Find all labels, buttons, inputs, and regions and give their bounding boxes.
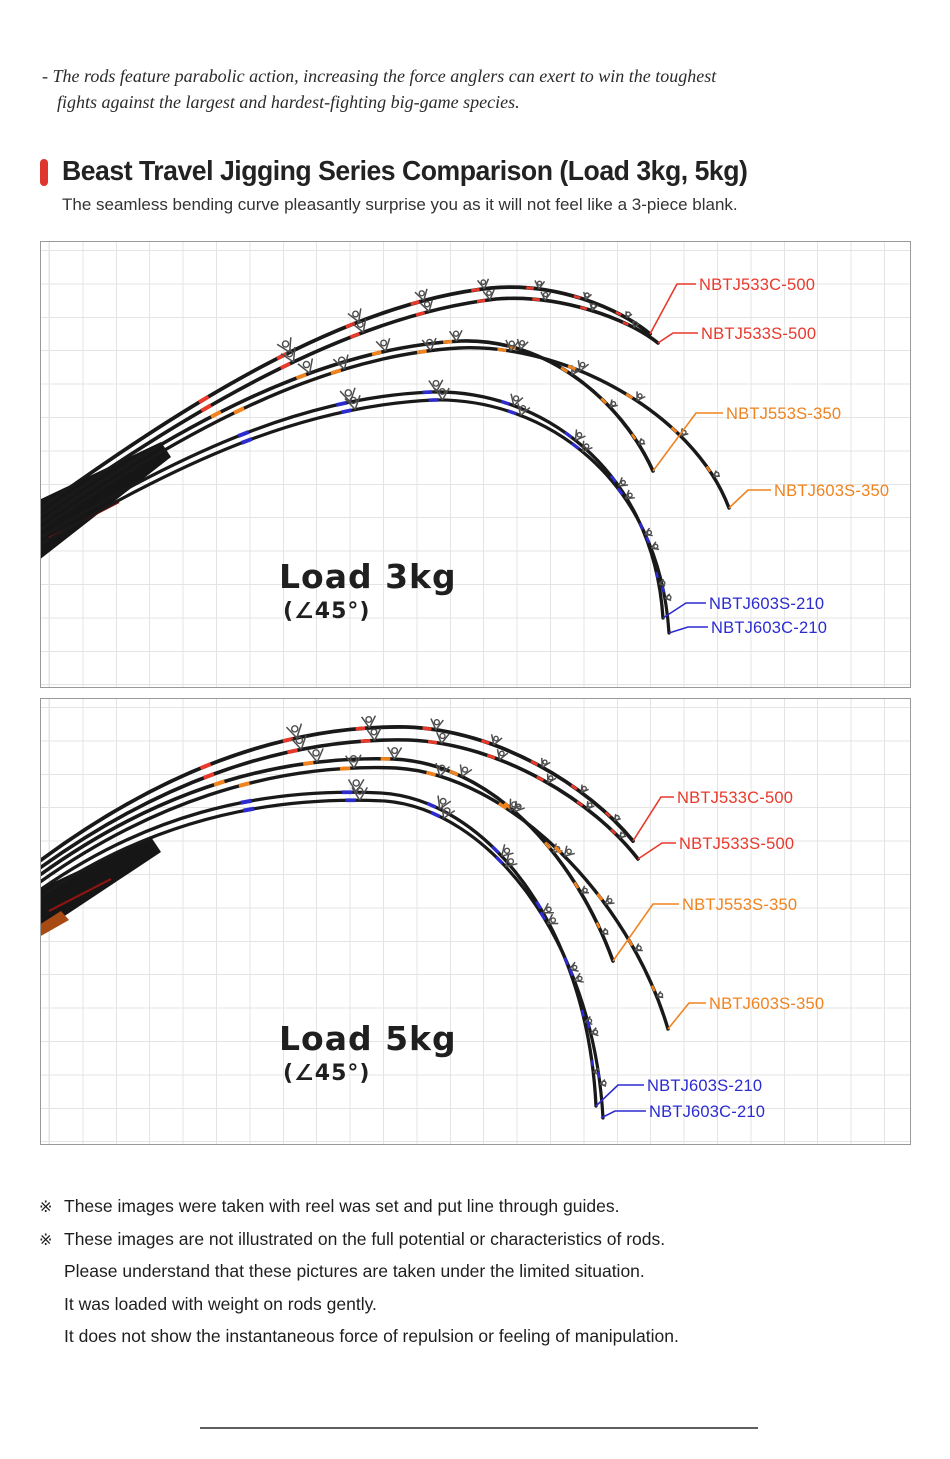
rod-curve-nbtj533c-500: [41, 285, 652, 511]
butt-red-trim: [48, 878, 112, 912]
rod-label-nbtj603c-210: NBTJ603C-210: [649, 1103, 766, 1121]
rod-label-nbtj553s-350: NBTJ553S-350: [682, 896, 798, 914]
leader-nbtj553s-350: [652, 412, 723, 472]
section-accent-bar: [40, 159, 48, 186]
comparison-panel-load-5kg: NBTJ533C-500 NBTJ533S-500 NBTJ553S-350 N…: [40, 698, 911, 1145]
leader-nbtj603c-210: [668, 626, 708, 634]
leader-nbtj533c-500: [649, 283, 696, 335]
rod-label-nbtj603s-350: NBTJ603S-350: [709, 995, 825, 1013]
leader-nbtj603s-350: [728, 489, 771, 509]
footnote-text: These images are not illustrated on the …: [64, 1228, 666, 1249]
intro-line-1: - The rods feature parabolic action, inc…: [42, 66, 717, 86]
footnote-row: It does not show the instantaneous force…: [39, 1326, 919, 1359]
rod-label-nbtj603s-210: NBTJ603S-210: [709, 595, 825, 613]
rod-label-nbtj533s-500: NBTJ533S-500: [679, 835, 795, 853]
footnote-text: It was loaded with weight on rods gently…: [64, 1293, 377, 1314]
intro-paragraph: - The rods feature parabolic action, inc…: [42, 63, 902, 115]
rod-label-nbtj533c-500: NBTJ533C-500: [699, 276, 816, 294]
footnote-row: ※ These images are not illustrated on th…: [39, 1229, 919, 1262]
rod-label-nbtj533c-500: NBTJ533C-500: [677, 789, 794, 807]
rod-label-nbtj533s-500: NBTJ533S-500: [701, 325, 817, 343]
butt-orange-grip: [41, 911, 69, 936]
leader-nbtj603c-210: [600, 1110, 646, 1119]
comparison-panel-load-3kg: NBTJ533C-500 NBTJ533S-500 NBTJ553S-350 N…: [40, 241, 911, 688]
leader-nbtj533s-500: [637, 842, 676, 860]
leader-nbtj603s-350: [667, 1002, 706, 1030]
reference-mark: ※: [39, 1199, 53, 1216]
section-subtitle: The seamless bending curve pleasantly su…: [62, 195, 738, 214]
leader-nbtj603s-210: [595, 1084, 644, 1107]
reference-mark: [39, 1261, 64, 1262]
rod-label-nbtj603s-210: NBTJ603S-210: [647, 1077, 763, 1095]
footnotes: ※ These images were taken with reel was …: [39, 1196, 919, 1359]
section-title: Beast Travel Jigging Series Comparison (…: [62, 155, 748, 186]
leader-nbtj603s-210: [662, 602, 706, 619]
load-caption-5kg: Load 5kg (∠45°): [279, 1019, 457, 1086]
rod-curve-nbtj553s-350: [41, 756, 615, 963]
leader-nbtj533c-500: [632, 796, 674, 842]
footnote-row: Please understand that these pictures ar…: [39, 1261, 919, 1294]
rod-curve-nbtj533s-500: [41, 738, 640, 870]
footnote-text: These images were taken with reel was se…: [64, 1196, 620, 1216]
reference-mark: [39, 1294, 64, 1295]
angle-text: (∠45°): [283, 1061, 371, 1086]
reference-mark: [39, 1326, 64, 1327]
rod-label-nbtj603c-210: NBTJ603C-210: [711, 619, 828, 637]
footnote-row: It was loaded with weight on rods gently…: [39, 1294, 919, 1327]
load-text: Load 5kg: [279, 1019, 457, 1058]
rod-curve-nbtj533s-500: [41, 296, 660, 518]
rod-label-nbtj553s-350: NBTJ553S-350: [726, 405, 842, 423]
footnote-text: It does not show the instantaneous force…: [64, 1326, 679, 1346]
reference-mark: ※: [39, 1231, 53, 1249]
leader-nbtj553s-350: [612, 903, 679, 962]
angle-text: (∠45°): [283, 599, 371, 624]
load-caption-3kg: Load 3kg (∠45°): [279, 557, 457, 624]
rod-curve-nbtj533c-500: [41, 725, 635, 863]
rod-curve-nbtj603s-350: [41, 765, 670, 1031]
rod-label-nbtj603s-350: NBTJ603S-350: [774, 482, 890, 500]
rod-curve-nbtj603s-350: [41, 346, 731, 532]
leader-nbtj533s-500: [657, 332, 698, 344]
footnote-text: Please understand that these pictures ar…: [64, 1261, 645, 1281]
intro-line-2: fights against the largest and hardest-f…: [57, 92, 520, 112]
rod-bend-illustration-3kg: [41, 278, 771, 635]
load-text: Load 3kg: [279, 557, 457, 596]
bottom-divider: [200, 1427, 758, 1429]
rod-bend-illustration-5kg: [41, 715, 706, 1120]
footnote-row: ※ These images were taken with reel was …: [39, 1196, 919, 1229]
